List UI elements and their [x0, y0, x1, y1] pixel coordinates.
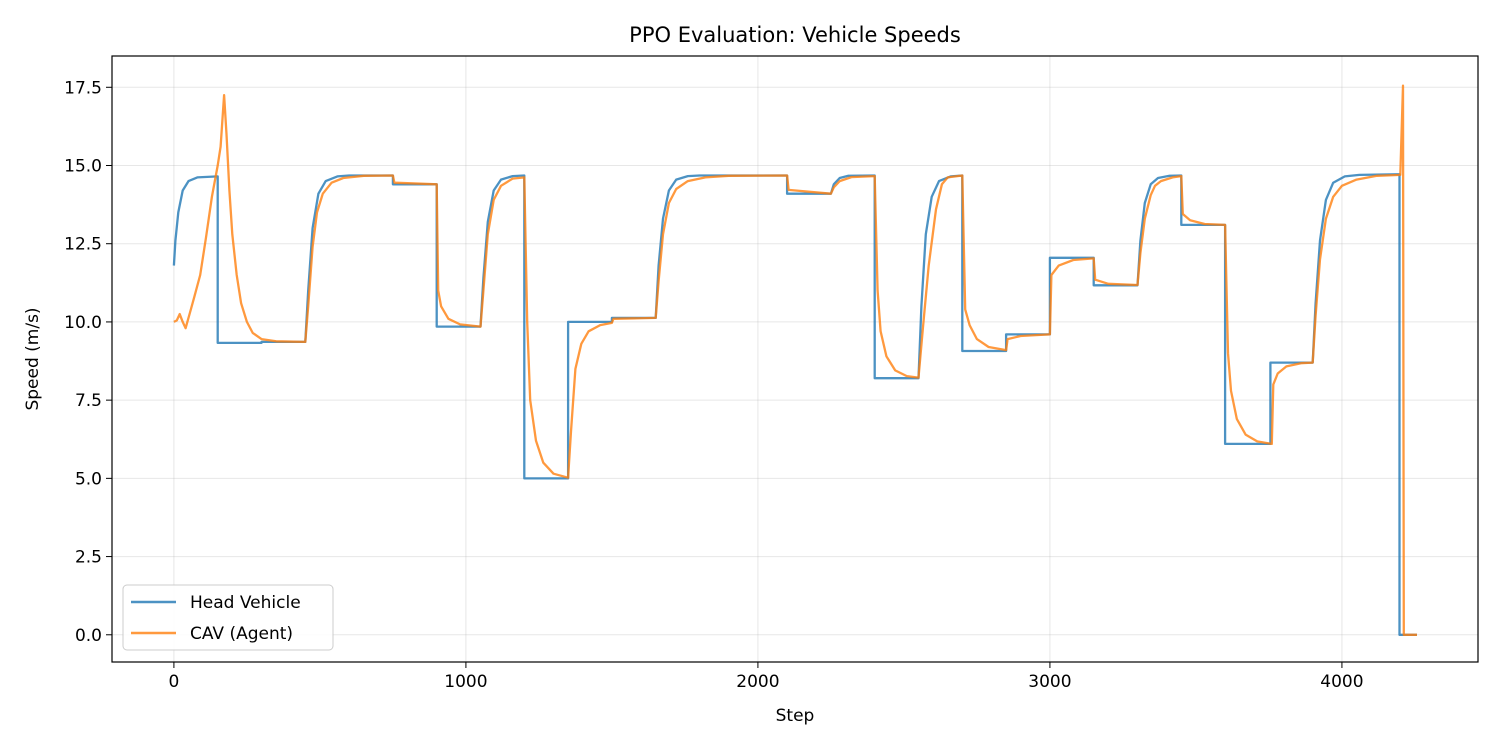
legend-label-cav: CAV (Agent)	[190, 624, 293, 644]
y-tick-label: 12.5	[64, 235, 102, 255]
plot-frame	[111, 55, 1479, 663]
y-axis-label: Speed (m/s)	[23, 307, 43, 410]
y-tick-label: 5.0	[75, 469, 102, 489]
x-tick-label: 0	[168, 672, 179, 692]
y-tick-label: 10.0	[64, 313, 102, 333]
legend-label-head-vehicle: Head Vehicle	[190, 593, 301, 613]
y-tick-label: 0.0	[75, 626, 102, 646]
x-axis-label: Step	[776, 706, 815, 726]
y-tick-label: 7.5	[75, 391, 102, 411]
series-line-head-vehicle	[172, 173, 1417, 636]
x-tick-label: 2000	[736, 672, 779, 692]
x-tick-label: 4000	[1320, 672, 1363, 692]
x-tick-label: 1000	[444, 672, 487, 692]
grid	[112, 56, 1478, 662]
legend: Head Vehicle CAV (Agent)	[122, 584, 334, 651]
chart-title: PPO Evaluation: Vehicle Speeds	[629, 23, 961, 47]
y-tick-label: 17.5	[64, 78, 102, 98]
y-tick-label: 2.5	[75, 548, 102, 568]
y-axis-ticks: 0.0 2.5 5.0 7.5 10.0 12.5 15.0 17.5	[64, 78, 112, 646]
series-line-cav	[173, 84, 1417, 636]
x-tick-label: 3000	[1028, 672, 1071, 692]
series-lines	[172, 84, 1417, 636]
x-axis-ticks: 0 1000 2000 3000 4000	[168, 662, 1364, 692]
y-tick-label: 15.0	[64, 156, 102, 176]
